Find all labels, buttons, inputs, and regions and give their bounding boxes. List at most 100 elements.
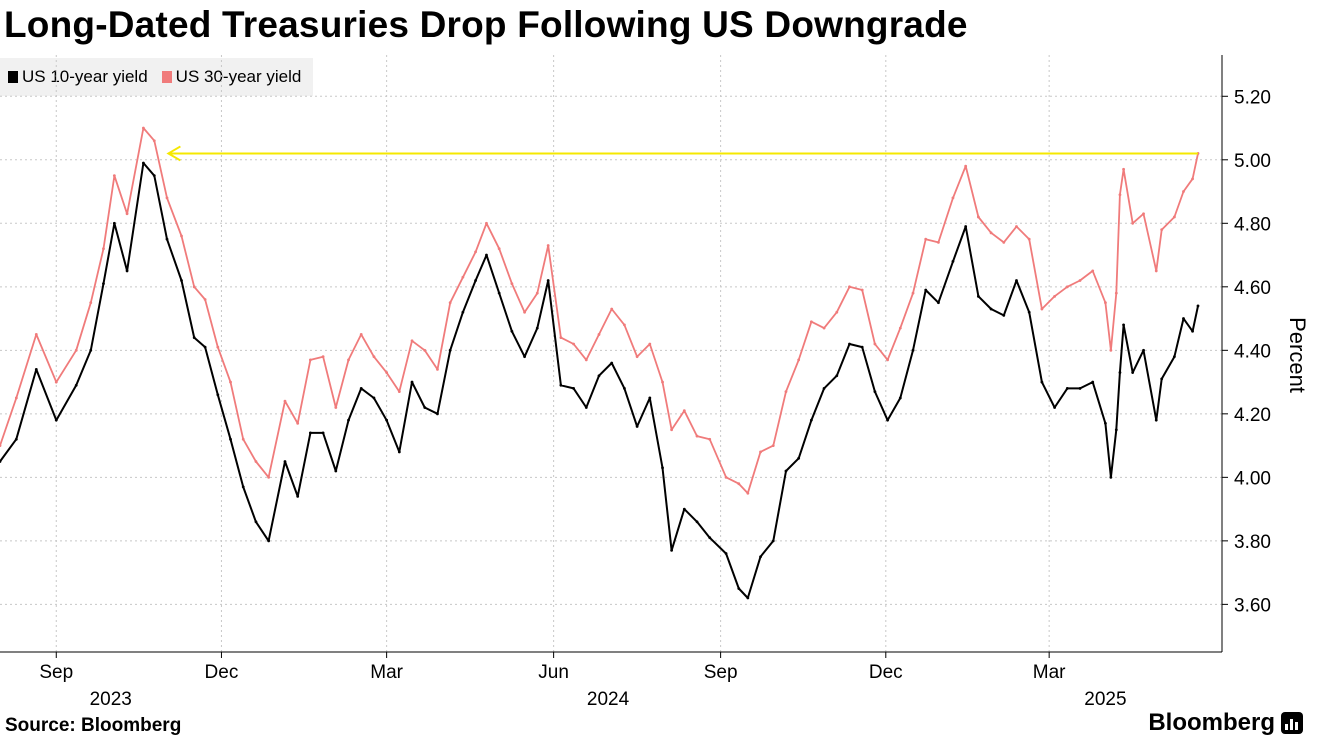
data-point-10y bbox=[474, 279, 477, 282]
data-point-30y bbox=[937, 240, 940, 244]
data-point-10y bbox=[623, 387, 626, 390]
data-point-30y bbox=[1191, 177, 1194, 181]
data-point-10y bbox=[1053, 406, 1057, 409]
data-point-10y bbox=[296, 494, 300, 498]
data-point-10y bbox=[670, 548, 674, 552]
data-point-30y bbox=[448, 301, 452, 305]
data-point-10y bbox=[254, 520, 258, 524]
data-point-10y bbox=[860, 345, 864, 349]
data-point-10y bbox=[682, 507, 686, 511]
data-point-10y bbox=[102, 282, 105, 286]
x-tick-label: Dec bbox=[869, 662, 903, 683]
data-point-30y bbox=[848, 285, 851, 289]
data-point-30y bbox=[835, 310, 839, 314]
data-point-30y bbox=[180, 234, 183, 238]
data-point-30y bbox=[976, 215, 980, 219]
data-point-10y bbox=[0, 460, 2, 463]
data-point-10y bbox=[397, 450, 401, 454]
data-point-10y bbox=[937, 301, 940, 305]
data-point-10y bbox=[192, 336, 196, 340]
data-point-10y bbox=[1182, 317, 1185, 320]
data-point-30y bbox=[485, 221, 488, 225]
data-point-10y bbox=[1154, 418, 1158, 422]
data-point-10y bbox=[436, 412, 439, 416]
x-tick-label: Dec bbox=[205, 662, 239, 683]
data-point-10y bbox=[54, 418, 58, 422]
data-point-10y bbox=[74, 383, 78, 387]
data-point-10y bbox=[835, 374, 839, 378]
data-point-30y bbox=[873, 342, 877, 346]
data-point-10y bbox=[809, 418, 813, 422]
data-point-10y bbox=[267, 539, 271, 543]
legend-swatch-30y bbox=[161, 71, 172, 83]
data-point-30y bbox=[397, 390, 401, 394]
data-point-10y bbox=[535, 326, 539, 330]
data-point-30y bbox=[474, 250, 477, 254]
y-tick-label: 4.60 bbox=[1234, 278, 1271, 299]
data-point-10y bbox=[1122, 323, 1125, 327]
data-point-30y bbox=[54, 380, 58, 384]
brand-name: Bloomberg bbox=[1148, 709, 1275, 736]
bar-chart-icon bbox=[1281, 712, 1303, 734]
data-point-10y bbox=[1091, 380, 1095, 384]
data-point-30y bbox=[267, 475, 271, 479]
data-point-10y bbox=[229, 437, 232, 441]
data-point-10y bbox=[1118, 371, 1122, 374]
data-point-10y bbox=[497, 291, 501, 295]
data-point-30y bbox=[461, 275, 465, 279]
data-point-30y bbox=[584, 358, 588, 362]
data-point-30y bbox=[296, 421, 300, 425]
data-point-30y bbox=[1078, 279, 1082, 282]
data-point-30y bbox=[1065, 285, 1069, 289]
data-point-30y bbox=[229, 380, 232, 384]
y-tick-label: 4.20 bbox=[1234, 405, 1271, 426]
data-point-10y bbox=[898, 396, 902, 400]
data-point-10y bbox=[152, 174, 156, 178]
data-point-30y bbox=[951, 196, 955, 200]
data-point-30y bbox=[1154, 269, 1158, 273]
data-point-10y bbox=[1040, 380, 1044, 384]
data-point-30y bbox=[623, 323, 626, 327]
data-point-10y bbox=[385, 418, 389, 422]
data-point-30y bbox=[924, 237, 928, 241]
data-point-30y bbox=[152, 139, 156, 143]
data-point-30y bbox=[410, 339, 414, 343]
data-point-10y bbox=[759, 555, 762, 559]
data-point-10y bbox=[372, 396, 376, 400]
data-point-30y bbox=[1131, 221, 1135, 225]
reference-arrow-head bbox=[166, 145, 181, 162]
data-point-30y bbox=[0, 444, 2, 447]
legend: US 10-year yield US 30-year yield bbox=[0, 58, 314, 96]
data-point-10y bbox=[635, 425, 639, 428]
data-point-10y bbox=[1065, 387, 1069, 390]
data-point-10y bbox=[610, 361, 614, 365]
data-point-10y bbox=[1027, 310, 1031, 314]
data-point-10y bbox=[523, 355, 526, 359]
data-point-10y bbox=[1173, 355, 1176, 359]
data-point-10y bbox=[14, 437, 18, 441]
data-point-30y bbox=[724, 475, 728, 479]
data-point-30y bbox=[308, 358, 312, 362]
data-point-30y bbox=[241, 437, 245, 441]
data-point-30y bbox=[321, 355, 325, 359]
data-point-10y bbox=[989, 307, 993, 311]
data-point-10y bbox=[283, 460, 287, 463]
data-point-10y bbox=[708, 536, 712, 540]
data-point-30y bbox=[34, 333, 38, 336]
data-point-30y bbox=[1160, 228, 1164, 232]
data-point-10y bbox=[448, 348, 452, 352]
legend-label-30y: US 30-year yield bbox=[175, 67, 302, 86]
data-point-30y bbox=[334, 406, 338, 409]
x-tick-label: Sep bbox=[704, 662, 738, 683]
data-point-10y bbox=[1131, 371, 1135, 374]
data-point-30y bbox=[746, 491, 750, 495]
y-axis-title: Percent bbox=[1285, 317, 1310, 393]
data-point-10y bbox=[485, 253, 488, 257]
data-point-10y bbox=[241, 485, 245, 489]
data-point-30y bbox=[635, 355, 639, 359]
data-point-30y bbox=[661, 380, 664, 384]
data-point-30y bbox=[203, 298, 207, 301]
data-point-10y bbox=[112, 221, 116, 225]
data-point-10y bbox=[1109, 475, 1113, 479]
data-point-30y bbox=[1104, 301, 1107, 305]
